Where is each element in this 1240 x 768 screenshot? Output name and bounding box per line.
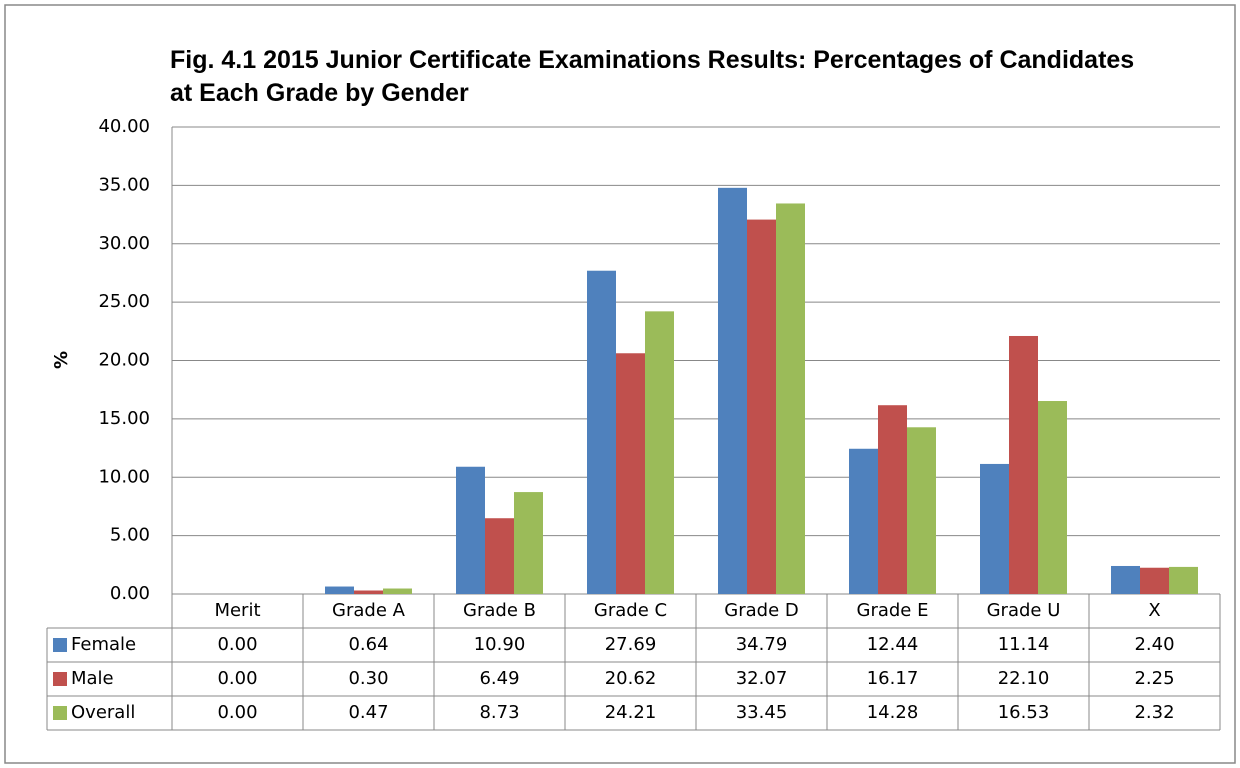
category-label: Grade D bbox=[724, 600, 798, 621]
table-value: 11.14 bbox=[998, 634, 1050, 655]
table-value: 34.79 bbox=[736, 634, 788, 655]
category-label: Grade E bbox=[857, 600, 929, 621]
legend-label: Male bbox=[71, 668, 114, 689]
table-value: 16.53 bbox=[998, 702, 1050, 723]
bar bbox=[587, 270, 616, 594]
table-value: 0.47 bbox=[348, 702, 388, 723]
table-value: 2.40 bbox=[1134, 634, 1174, 655]
table-value: 0.00 bbox=[217, 634, 257, 655]
y-tick-label: 15.00 bbox=[98, 408, 150, 429]
table-value: 20.62 bbox=[605, 668, 657, 689]
legend-key bbox=[53, 706, 67, 720]
table-value: 0.30 bbox=[348, 668, 388, 689]
y-tick-label: 5.00 bbox=[110, 525, 150, 546]
table-value: 6.49 bbox=[479, 668, 519, 689]
bar bbox=[383, 588, 412, 594]
bar bbox=[514, 492, 543, 594]
category-label: Grade C bbox=[594, 600, 667, 621]
table-value: 10.90 bbox=[474, 634, 526, 655]
y-tick-label: 25.00 bbox=[98, 291, 150, 312]
bar bbox=[980, 463, 1009, 594]
table-value: 16.17 bbox=[867, 668, 919, 689]
bar bbox=[354, 590, 383, 594]
bar bbox=[1140, 567, 1169, 594]
bar bbox=[1038, 401, 1067, 594]
y-tick-label: 0.00 bbox=[110, 583, 150, 604]
table-value: 27.69 bbox=[605, 634, 657, 655]
table-value: 32.07 bbox=[736, 668, 788, 689]
category-label: Grade U bbox=[987, 600, 1061, 621]
table-value: 0.00 bbox=[217, 702, 257, 723]
table-value: 22.10 bbox=[998, 668, 1050, 689]
table-value: 8.73 bbox=[479, 702, 519, 723]
bar bbox=[849, 448, 878, 594]
category-label: Merit bbox=[214, 600, 260, 621]
bar bbox=[456, 466, 485, 594]
table-value: 2.32 bbox=[1134, 702, 1174, 723]
table-value: 12.44 bbox=[867, 634, 919, 655]
table-value: 0.64 bbox=[348, 634, 388, 655]
bar bbox=[325, 586, 354, 594]
bar bbox=[485, 518, 514, 594]
y-tick-label: 40.00 bbox=[98, 116, 150, 137]
y-axis-label: % bbox=[51, 351, 72, 369]
legend-key bbox=[53, 672, 67, 686]
bar bbox=[616, 353, 645, 594]
category-label: Grade B bbox=[463, 600, 536, 621]
table-value: 24.21 bbox=[605, 702, 657, 723]
bar bbox=[645, 311, 674, 594]
legend-label: Female bbox=[71, 634, 136, 655]
table-value: 14.28 bbox=[867, 702, 919, 723]
category-label: X bbox=[1148, 600, 1160, 621]
bar bbox=[907, 427, 936, 594]
bar bbox=[1111, 565, 1140, 594]
bar bbox=[747, 219, 776, 594]
bar bbox=[718, 187, 747, 594]
legend-key bbox=[53, 638, 67, 652]
chart-title: Fig. 4.1 2015 Junior Certificate Examina… bbox=[170, 46, 1135, 107]
table-value: 0.00 bbox=[217, 668, 257, 689]
y-tick-label: 30.00 bbox=[98, 233, 150, 254]
category-label: Grade A bbox=[332, 600, 406, 621]
bar bbox=[776, 203, 805, 594]
bar bbox=[1009, 335, 1038, 594]
y-tick-label: 10.00 bbox=[98, 466, 150, 487]
y-tick-label: 35.00 bbox=[98, 174, 150, 195]
bar bbox=[878, 405, 907, 594]
bar bbox=[1169, 566, 1198, 594]
y-tick-label: 20.00 bbox=[98, 350, 150, 371]
table-value: 2.25 bbox=[1134, 668, 1174, 689]
table-value: 33.45 bbox=[736, 702, 788, 723]
legend-label: Overall bbox=[71, 702, 135, 723]
